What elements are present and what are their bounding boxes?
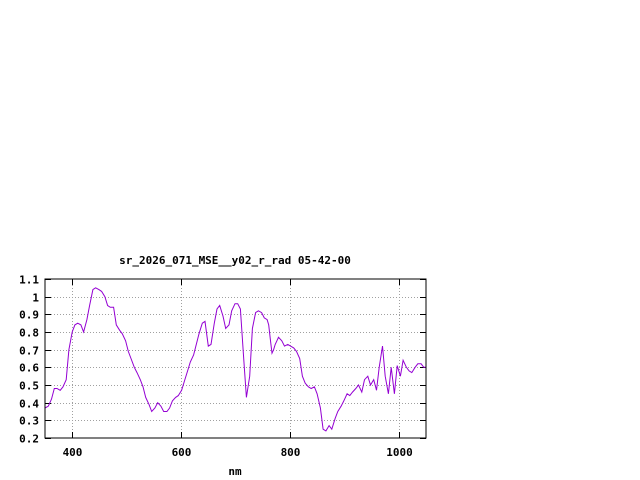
y-tick-label: 0.6	[19, 362, 39, 375]
x-tick-label: 800	[281, 446, 301, 459]
y-tick-label: 0.3	[19, 415, 39, 428]
x-axis: 400 600 800 1000	[63, 279, 413, 459]
y-tick-label: 0.5	[19, 380, 39, 393]
y-tick-label: 0.4	[19, 398, 39, 411]
plot-frame	[44, 278, 427, 439]
y-tick-label: 0.9	[19, 309, 39, 322]
chart-title: sr_2026_071_MSE__y02_r_rad 05-42-00	[119, 254, 351, 267]
y-tick-label: 1.1	[19, 274, 39, 287]
y-tick-label: 0.7	[19, 345, 39, 358]
y-tick-label: 0.8	[19, 327, 39, 340]
x-tick-label: 400	[63, 446, 83, 459]
x-axis-label: nm	[228, 465, 242, 478]
grid	[45, 279, 426, 438]
x-tick-label: 1000	[386, 446, 413, 459]
y-tick-label: 0.2	[19, 433, 39, 446]
y-tick-label: 1	[32, 292, 39, 305]
series-line	[44, 287, 426, 432]
x-tick-label: 600	[172, 446, 192, 459]
y-axis: 0.2 0.3 0.4 0.5 0.6 0.7 0.8 0.9 1 1.1	[19, 274, 426, 446]
